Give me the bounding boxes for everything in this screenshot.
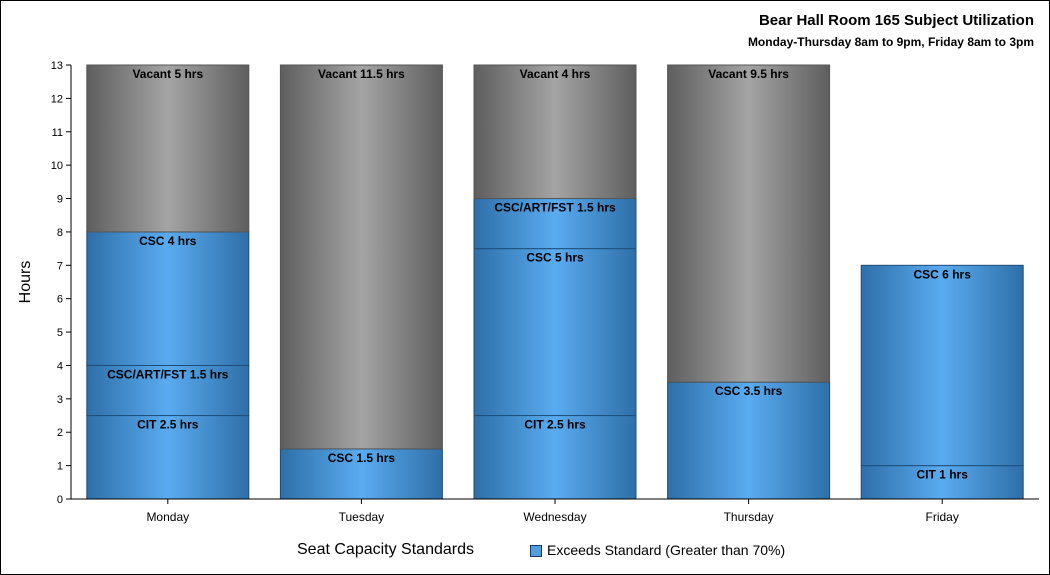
bar-segment-label: CIT 2.5 hrs [137,418,199,432]
chart-subtitle: Monday-Thursday 8am to 9pm, Friday 8am t… [747,35,1034,49]
x-tick-label: Wednesday [523,510,586,524]
bar-segment-label: Vacant 4 hrs [520,67,591,81]
bar-segment-label: CIT 1 hrs [917,468,969,482]
bar-segment-monday-3 [86,64,250,233]
bar-segment-label: Vacant 5 hrs [132,67,203,81]
legend-label-exceeds: Exceeds Standard (Greater than 70%) [547,542,786,558]
bar-segment-label: CSC 5 hrs [526,251,584,265]
y-tick-label: 13 [51,60,63,72]
y-tick-label: 5 [57,327,63,339]
y-tick-label: 9 [57,194,63,206]
y-tick-label: 1 [57,461,63,473]
y-tick-label: 3 [57,394,63,406]
y-tick-label: 12 [51,93,63,105]
x-tick-label: Tuesday [339,510,385,524]
y-axis-label: Hours [17,261,34,304]
x-tick-label: Monday [146,510,189,524]
x-tick-label: Friday [926,510,959,524]
y-tick-label: 4 [57,360,63,372]
bar-segment-label: CSC 3.5 hrs [715,384,783,398]
bar-segment-thursday-1 [667,64,831,383]
y-tick-label: 10 [51,160,63,172]
y-tick-label: 0 [57,494,63,506]
bar-segment-label: CIT 2.5 hrs [524,418,586,432]
chart-title: Bear Hall Room 165 Subject Utilization [758,12,1034,29]
x-tick-label: Thursday [724,510,774,524]
y-tick-label: 2 [57,427,63,439]
bar-segment-label: CSC/ART/FST 1.5 hrs [494,201,616,215]
bar-segment-label: Vacant 9.5 hrs [708,67,789,81]
bar-segment-wednesday-1 [473,248,637,417]
y-tick-label: 7 [57,260,63,272]
bar-segment-label: CSC/ART/FST 1.5 hrs [107,367,229,381]
bar-segment-label: Vacant 11.5 hrs [318,67,405,81]
bar-segment-label: CSC 6 hrs [914,267,972,281]
bar-segment-monday-1 [86,364,250,417]
y-tick-label: 8 [57,227,63,239]
y-tick-label: 6 [57,294,63,306]
legend-title: Seat Capacity Standards [297,541,474,558]
bar-segment-tuesday-1 [279,64,443,450]
bar-segment-label: CSC 1.5 hrs [328,451,396,465]
legend: Seat Capacity Standards Exceeds Standard… [0,539,1050,563]
bar-segment-friday-1 [860,264,1024,467]
y-tick-label: 11 [52,127,63,139]
bar-segment-monday-2 [86,231,250,366]
bar-segment-label: CSC 4 hrs [139,234,197,248]
bar-segment-wednesday-3 [473,64,637,200]
legend-swatch-exceeds [530,545,542,557]
bar-segment-monday-0 [86,415,250,500]
bar-segment-thursday-0 [667,381,831,500]
